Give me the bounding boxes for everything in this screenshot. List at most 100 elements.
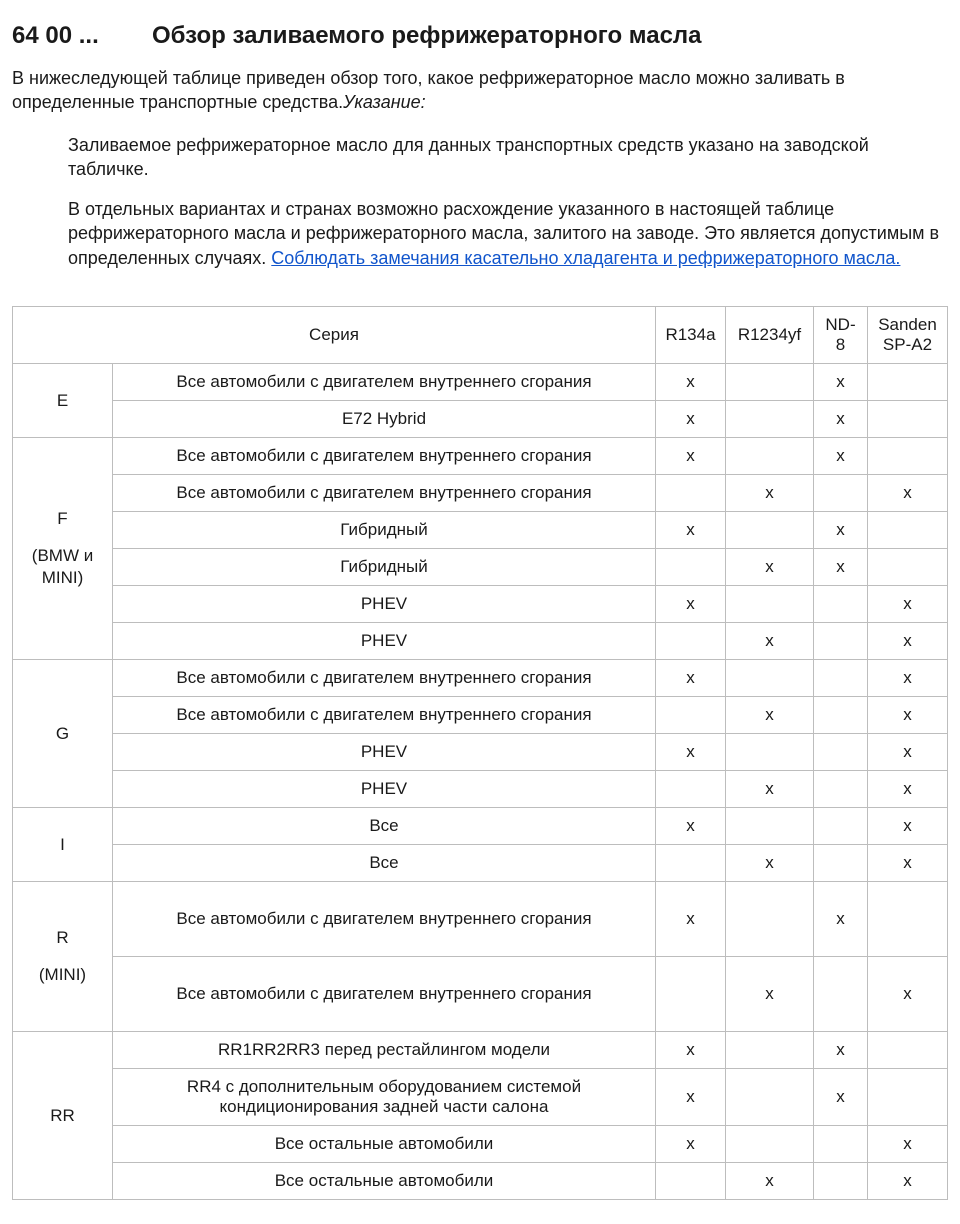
mark-cell (814, 475, 868, 512)
table-row: PHEVxx (13, 586, 948, 623)
mark-cell: x (726, 623, 814, 660)
desc-cell: RR1RR2RR3 перед рестайлингом модели (113, 1032, 656, 1069)
refrigerant-oil-link[interactable]: Соблюдать замечания касательно хладагент… (271, 248, 900, 268)
table-row: R(MINI)Все автомобили с двигателем внутр… (13, 882, 948, 957)
mark-cell (656, 475, 726, 512)
mark-cell: x (868, 697, 948, 734)
mark-cell (814, 1163, 868, 1200)
mark-cell: x (868, 623, 948, 660)
table-row: PHEVxx (13, 734, 948, 771)
intro-text: В нижеследующей таблице приведен обзор т… (12, 68, 845, 112)
mark-cell (814, 623, 868, 660)
mark-cell: x (656, 1126, 726, 1163)
mark-cell (726, 1126, 814, 1163)
mark-cell: x (868, 1126, 948, 1163)
table-row: RRRR1RR2RR3 перед рестайлингом моделиxx (13, 1032, 948, 1069)
desc-cell: Все (113, 808, 656, 845)
hint-label: Указание: (343, 92, 426, 112)
table-row: PHEV x x (13, 623, 948, 660)
mark-cell (726, 1069, 814, 1126)
table-row: EВсе автомобили с двигателем внутреннего… (13, 364, 948, 401)
table-row: RR4 с дополнительным оборудованием систе… (13, 1069, 948, 1126)
mark-cell (726, 660, 814, 697)
mark-cell: x (814, 549, 868, 586)
mark-cell (656, 957, 726, 1032)
desc-cell: Все автомобили с двигателем внутреннего … (113, 475, 656, 512)
page-title: Обзор заливаемого рефрижераторного масла (152, 22, 702, 50)
series-cell: G (13, 660, 113, 808)
mark-cell: x (656, 364, 726, 401)
col-sanden-header: Sanden SP-A2 (868, 307, 948, 364)
mark-cell (726, 808, 814, 845)
mark-cell (814, 771, 868, 808)
mark-cell: x (814, 438, 868, 475)
mark-cell (814, 697, 868, 734)
series-cell: E (13, 364, 113, 438)
mark-cell (656, 549, 726, 586)
mark-cell: x (656, 512, 726, 549)
desc-cell: Все автомобили с двигателем внутреннего … (113, 697, 656, 734)
mark-cell: x (726, 957, 814, 1032)
col-r1234yf-header: R1234yf (726, 307, 814, 364)
desc-cell: PHEV (113, 586, 656, 623)
desc-cell: Все автомобили с двигателем внутреннего … (113, 660, 656, 697)
desc-cell: Гибридный (113, 512, 656, 549)
desc-cell: Все автомобили с двигателем внутреннего … (113, 364, 656, 401)
note-2: В отдельных вариантах и странах возможно… (68, 197, 948, 270)
mark-cell: x (656, 438, 726, 475)
note-1: Заливаемое рефрижераторное масло для дан… (68, 133, 948, 182)
table-row: Все остальные автомобилиxx (13, 1163, 948, 1200)
table-row: Гибридный xx (13, 549, 948, 586)
mark-cell: x (726, 1163, 814, 1200)
desc-cell: PHEV (113, 771, 656, 808)
desc-cell: Все автомобили с двигателем внутреннего … (113, 957, 656, 1032)
mark-cell (814, 1126, 868, 1163)
mark-cell (726, 364, 814, 401)
mark-cell (726, 734, 814, 771)
series-main: R (56, 928, 68, 947)
mark-cell (868, 364, 948, 401)
desc-cell: Все автомобили с двигателем внутреннего … (113, 438, 656, 475)
mark-cell: x (726, 697, 814, 734)
mark-cell: x (868, 586, 948, 623)
mark-cell: x (726, 549, 814, 586)
mark-cell (814, 845, 868, 882)
table-row: IВсеxx (13, 808, 948, 845)
table-header-row: Серия R134a R1234yf ND-8 Sanden SP-A2 (13, 307, 948, 364)
series-main: RR (50, 1106, 75, 1125)
desc-cell: PHEV (113, 623, 656, 660)
mark-cell: x (814, 1069, 868, 1126)
mark-cell: x (868, 845, 948, 882)
page-heading: 64 00 ... Обзор заливаемого рефрижератор… (12, 22, 948, 50)
series-cell: R(MINI) (13, 882, 113, 1032)
mark-cell: x (656, 808, 726, 845)
table-row: PHEVxx (13, 771, 948, 808)
mark-cell (656, 845, 726, 882)
table-row: Все автомобили с двигателем внутреннего … (13, 957, 948, 1032)
table-row: E72 Hybridxx (13, 401, 948, 438)
series-cell: F(BMW и MINI) (13, 438, 113, 660)
mark-cell: x (814, 401, 868, 438)
mark-cell (868, 438, 948, 475)
mark-cell (656, 697, 726, 734)
table-row: Все остальные автомобилиxx (13, 1126, 948, 1163)
mark-cell (726, 438, 814, 475)
table-row: Все x x (13, 845, 948, 882)
mark-cell: x (656, 1032, 726, 1069)
series-cell: I (13, 808, 113, 882)
desc-cell: Все (113, 845, 656, 882)
mark-cell: x (726, 845, 814, 882)
desc-cell: E72 Hybrid (113, 401, 656, 438)
mark-cell (814, 734, 868, 771)
mark-cell: x (814, 1032, 868, 1069)
mark-cell (656, 623, 726, 660)
mark-cell (726, 401, 814, 438)
oil-compat-table: Серия R134a R1234yf ND-8 Sanden SP-A2 EВ… (12, 306, 948, 1200)
mark-cell: x (656, 882, 726, 957)
mark-cell: x (656, 401, 726, 438)
table-row: GВсе автомобили с двигателем внутреннего… (13, 660, 948, 697)
mark-cell: x (868, 808, 948, 845)
desc-cell: Гибридный (113, 549, 656, 586)
mark-cell (868, 512, 948, 549)
mark-cell (868, 401, 948, 438)
